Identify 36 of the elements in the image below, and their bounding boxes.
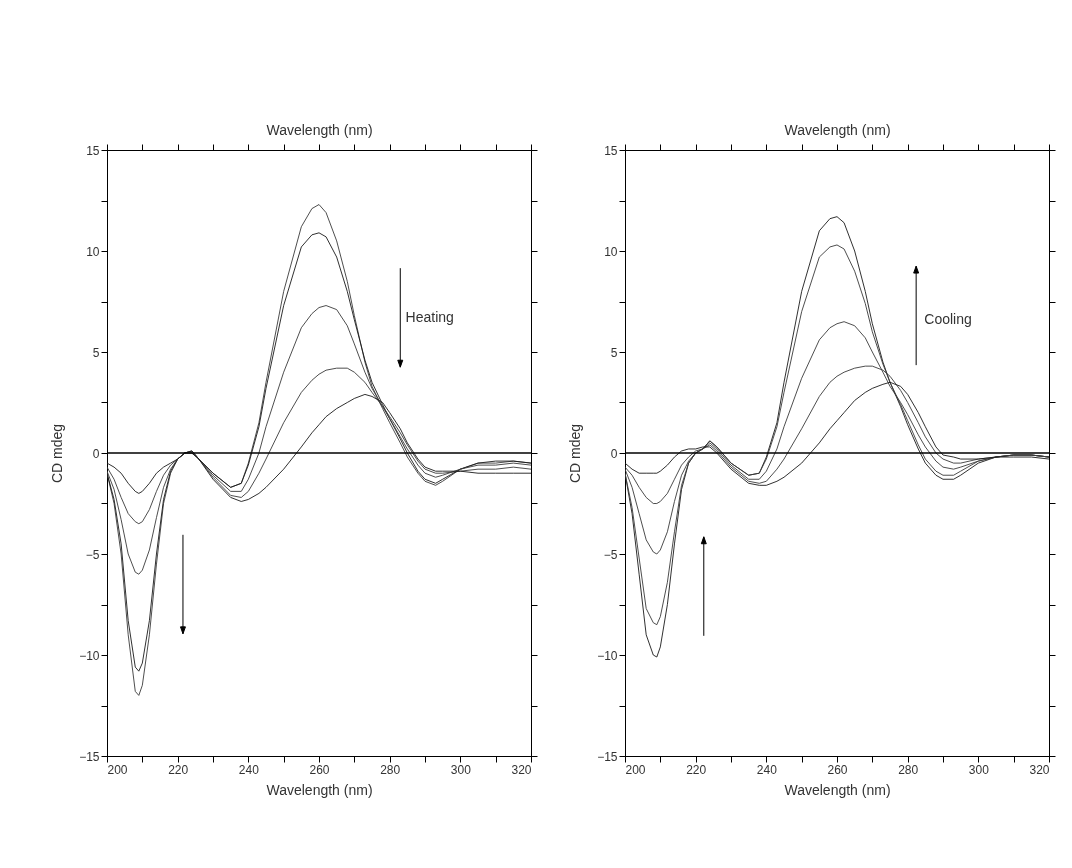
x-tick-label: 280 — [380, 762, 401, 777]
y-axis-title: CD mdeg — [567, 423, 584, 484]
x-tick-label: 260 — [309, 762, 330, 777]
x-tick-label: 240 — [238, 762, 260, 777]
x-axis-title: Wavelength (nm) — [784, 781, 891, 798]
y-tick-label: −5 — [85, 547, 100, 562]
annotation: Cooling — [924, 310, 972, 327]
y-tick-label: 5 — [610, 345, 618, 360]
y-tick-label: −15 — [597, 749, 618, 764]
x-tick-label: 220 — [168, 762, 189, 777]
y-tick-label: 10 — [604, 244, 618, 259]
x-axis-title: Wavelength (nm) — [266, 781, 373, 798]
annotation: Heating — [405, 308, 454, 325]
y-tick-label: 15 — [604, 143, 618, 158]
x-tick-label: 200 — [107, 762, 128, 777]
x-tick-label: 260 — [827, 762, 848, 777]
x-tick-label: 300 — [968, 762, 990, 777]
x-tick-label: 320 — [511, 762, 532, 777]
x2-axis-title: Wavelength (nm) — [784, 122, 891, 138]
y-axis-title: CD mdeg — [49, 423, 66, 484]
y-tick-label: 10 — [86, 244, 100, 259]
y-tick-label: 0 — [92, 446, 100, 461]
y-tick-label: −15 — [79, 749, 100, 764]
x-tick-label: 300 — [450, 762, 472, 777]
x-tick-label: 240 — [756, 762, 778, 777]
x2-axis-title: Wavelength (nm) — [266, 122, 373, 138]
y-tick-label: 0 — [610, 446, 618, 461]
y-tick-label: 5 — [92, 345, 100, 360]
x-tick-label: 280 — [898, 762, 919, 777]
y-tick-label: 15 — [86, 143, 100, 158]
x-tick-label: 220 — [686, 762, 707, 777]
x-tick-label: 320 — [1029, 762, 1050, 777]
y-tick-label: −5 — [603, 547, 618, 562]
y-tick-label: −10 — [79, 648, 100, 663]
x-tick-label: 200 — [625, 762, 646, 777]
y-tick-label: −10 — [597, 648, 618, 663]
